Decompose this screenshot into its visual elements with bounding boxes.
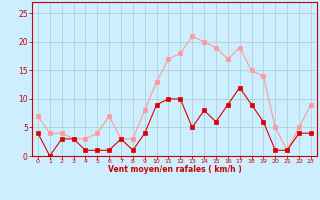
- X-axis label: Vent moyen/en rafales ( km/h ): Vent moyen/en rafales ( km/h ): [108, 165, 241, 174]
